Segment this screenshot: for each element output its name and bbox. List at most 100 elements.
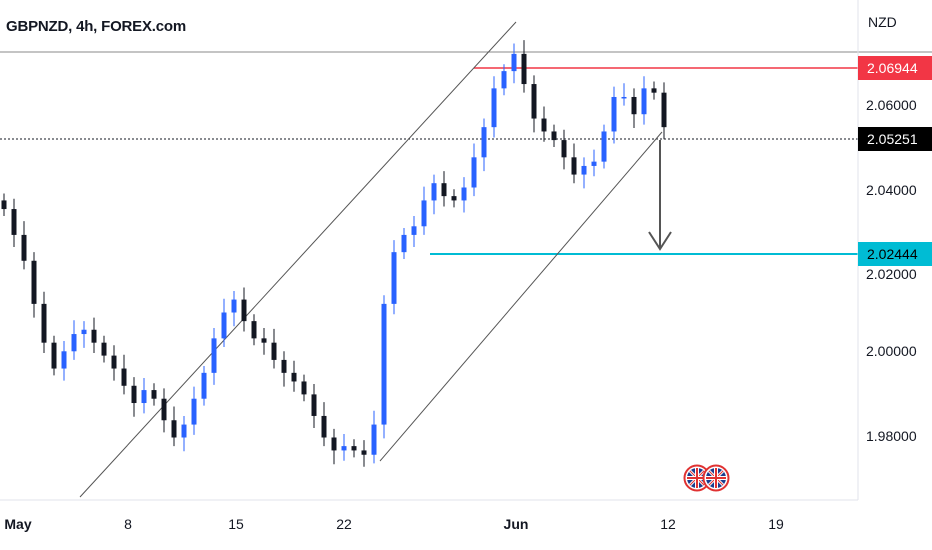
candle [101,335,107,363]
candle-body [431,183,437,201]
candle-body [541,118,547,132]
candle-body [51,342,57,369]
channel-upper-line[interactable] [79,21,517,498]
time-tick: 19 [768,516,784,532]
time-tick: Jun [503,516,529,532]
candle-body [71,334,77,352]
candle [281,351,287,387]
candle [601,124,607,169]
candle-body [41,303,47,343]
candle-body [61,351,67,369]
candle [51,335,57,376]
candle [11,198,17,247]
uk-flag-icon[interactable] [702,464,730,492]
drawings-layer [0,21,932,498]
candle [221,298,227,347]
candle-body [521,53,527,85]
candle [541,106,547,142]
candle-body [211,338,217,373]
candle-body [561,140,567,158]
candle-body [201,372,207,399]
candle-body [581,165,587,175]
candle [441,171,447,207]
candle-body [371,424,377,455]
candle [291,360,297,392]
candle-body [221,312,227,339]
candle [41,291,47,354]
candle [21,221,27,270]
candle [161,388,167,433]
candle-body [81,329,87,335]
candle-body [511,53,517,72]
event-flags[interactable] [683,464,730,492]
price-tick: 2.06000 [866,97,917,113]
target-price-badge[interactable]: 2.02444 [858,242,932,266]
current-price-badge[interactable]: 2.05251 [858,127,932,151]
time-tick: 12 [660,516,676,532]
candle-body [651,88,657,93]
candle [411,215,417,247]
resistance-price-badge[interactable]: 2.06944 [858,56,932,80]
candle-body [161,398,167,421]
candle [421,186,427,235]
candle-body [331,437,337,451]
candle [431,174,437,215]
uk-flag-icon[interactable] [683,464,711,492]
candle [451,189,457,208]
candle [141,378,147,414]
candle-body [621,96,627,99]
candle-body [641,88,647,115]
candle-body [341,446,347,451]
candle [611,86,617,144]
candle [511,43,517,84]
candle-body [251,321,257,339]
candle [171,406,177,447]
candle-body [321,415,327,438]
candle-body [301,381,307,395]
candle-body [531,84,537,119]
candle [351,439,357,458]
candle-body [1,200,7,210]
candle-body [361,450,367,455]
candle [591,149,597,177]
candle-body [351,446,357,451]
candle [71,320,77,360]
price-tick: 2.00000 [866,343,917,359]
candle-body [631,96,637,115]
time-tick: 8 [124,516,132,532]
candle-body [661,92,667,128]
candle-body [181,424,187,438]
candle-body [311,394,317,416]
candle-body [501,71,507,89]
candle [341,434,347,461]
candle [251,314,257,346]
candle-body [381,303,387,425]
candle [551,124,557,147]
channel-lower-line[interactable] [379,131,663,462]
symbol-title[interactable]: GBPNZD, 4h, FOREX.com [6,18,186,35]
candle-body [11,209,17,235]
time-tick: May [4,516,32,532]
candle [301,374,307,402]
candle-body [121,368,127,386]
candle [121,354,127,395]
candle [571,143,577,184]
candle [91,317,97,354]
candle-body [151,390,157,399]
candle-body [481,127,487,158]
candle [191,386,197,435]
candle [661,82,667,140]
candle-body [231,299,237,313]
down-arrow-head[interactable] [648,231,672,251]
candle-body [421,200,427,227]
candle [491,76,497,138]
candle-body [551,131,557,141]
candle [521,40,527,93]
candle [561,129,567,170]
candle-body [21,234,27,261]
candle [481,118,487,172]
candle [581,157,587,189]
candle [361,440,367,467]
time-tick: 22 [336,516,352,532]
